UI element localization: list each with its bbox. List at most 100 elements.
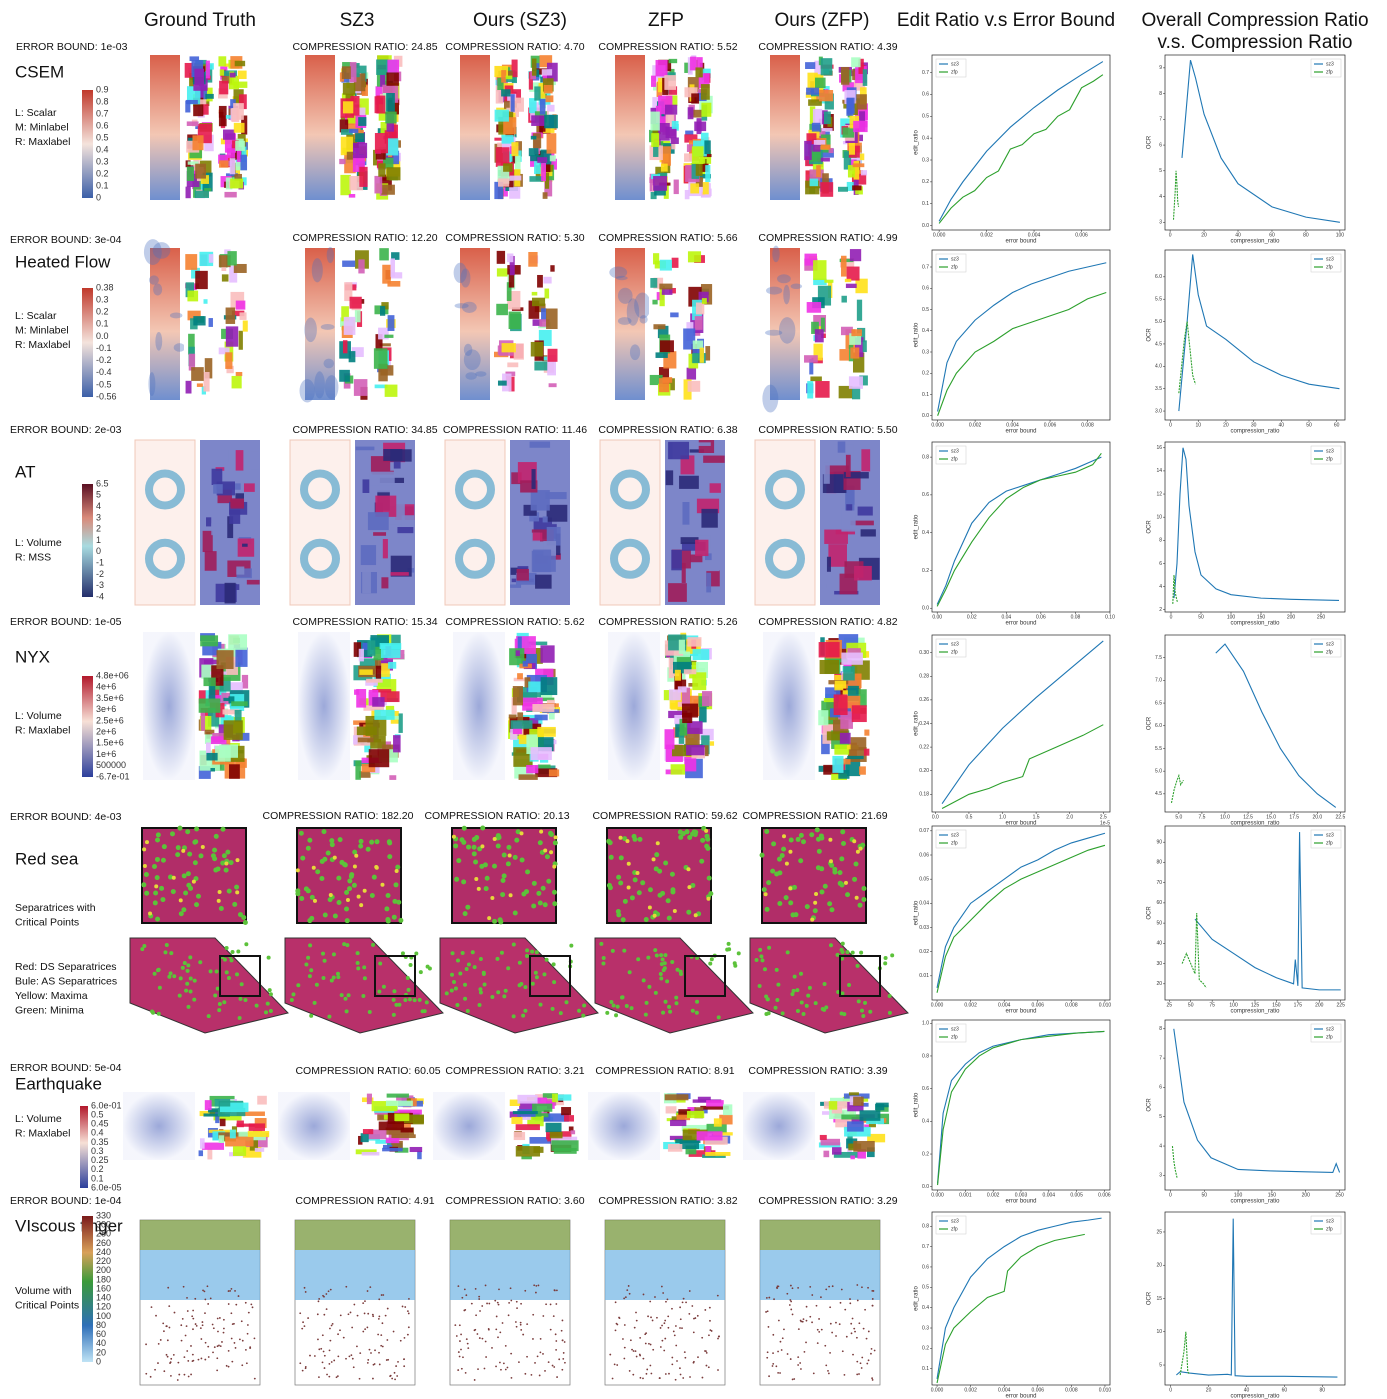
panel-dot [671,1357,673,1359]
panel-dot [790,1301,792,1303]
panel-dot [156,832,161,837]
panel-patch [656,352,668,358]
y-tick-label: 0.03 [919,925,929,931]
panel-dot [530,950,534,954]
panel-dot [619,836,623,840]
colorbar-label: -0.5 [96,379,112,389]
panel-dot [162,1322,164,1324]
colorbar-label: 4e+6 [96,682,116,692]
panel-dot [369,840,374,845]
x-tick-label: 1.5 [1033,814,1040,820]
panel-patch [822,584,827,588]
panel-patch [235,141,245,151]
panel-dot [854,861,859,866]
panel-dot [179,898,183,902]
panel-dot [852,1318,854,1320]
legend-label: sz3 [1326,641,1334,647]
panel-dot [160,1339,162,1341]
panel-dot [665,979,669,983]
panel-dot [232,1323,234,1325]
panel-patch [688,381,701,392]
panel-dot [231,1288,233,1290]
legend-label: zfp [1326,69,1333,75]
panel-dot [608,840,613,845]
panel-dot [706,1365,708,1367]
panel-dot [680,1374,682,1376]
panel-dot [380,883,384,887]
panel-dot [330,1289,332,1291]
panel-dot [535,975,539,979]
panel-patch [810,179,819,187]
panel-dot [602,956,606,960]
panel-dot [858,1373,860,1375]
panel-dot [661,1340,663,1342]
panel-dot [204,1290,206,1292]
panel-dot [329,893,333,897]
panel-dot [299,1312,301,1314]
panel-dot [458,1351,460,1353]
panel-dot [317,1339,319,1341]
colorbar-label: 2 [96,524,101,534]
y-tick-label: 50 [1156,920,1162,926]
panel-dot [883,961,887,965]
panel-dot [524,1373,526,1375]
panel-dot [684,1357,686,1359]
panel-dot [663,953,667,957]
panel-dot [533,1284,535,1286]
panel-patch [369,749,389,767]
panel-patch [855,279,867,294]
panel-dot [423,1009,427,1013]
panel-dot [309,968,313,972]
colorbar-label: 1.5e+6 [96,738,124,748]
compression-ratio: COMPRESSION RATIO: 5.26 [598,616,737,628]
panel-dot [684,1351,686,1353]
panel-dot [532,1314,534,1316]
panel-dot [240,982,244,986]
panel-patch [528,252,537,267]
y-axis-label: edit_ratio [914,129,920,154]
panel-dot [148,911,152,915]
panel-dot [353,1366,355,1368]
panel-patch [532,59,537,76]
panel-dot [466,1009,470,1013]
panel-dot [821,1329,823,1331]
error-bound: ERROR BOUND: 4e-03 [10,811,122,823]
compression-ratio: COMPRESSION RATIO: 5.30 [445,232,584,244]
panel-dot [485,1285,487,1287]
x-tick-label: 125 [1251,1002,1260,1008]
panel-dot [332,1323,334,1325]
panel-patch [819,642,840,657]
panel-dot [196,1325,198,1327]
panel-dot [181,966,185,970]
panel-dot [450,973,454,977]
panel-dot [554,1290,556,1292]
panel-patch [532,292,538,296]
panel-patch [243,321,248,332]
panel-patch [550,1132,563,1138]
panel-dot [532,1338,534,1340]
panel-dot [391,1378,393,1380]
panel-dot [797,1364,799,1366]
panel-dot [646,1373,648,1375]
panel-dot [624,1347,626,1349]
panel-dot [347,886,352,891]
x-tick-label: 100 [1229,1002,1238,1008]
panel-dot [874,1350,876,1352]
error-bound: ERROR BOUND: 1e-03 [16,41,128,53]
panel-dot [619,1317,621,1319]
panel-dot [821,1007,825,1011]
panel-patch [863,69,868,86]
panel-blob [634,293,651,319]
panel-dot [499,1362,501,1364]
panel-dot [775,998,779,1002]
panel-dot [450,988,454,992]
panel-dot [633,877,638,882]
y-tick-label: 4.5 [1155,791,1162,797]
panel-patch [541,677,558,695]
legend-label: zfp [1326,1034,1333,1040]
colorbar-label: -1 [96,557,104,567]
panel-dot [185,1335,187,1337]
panel-patch [849,376,863,389]
panel-patch [550,155,556,161]
panel-dot [326,1308,328,1310]
